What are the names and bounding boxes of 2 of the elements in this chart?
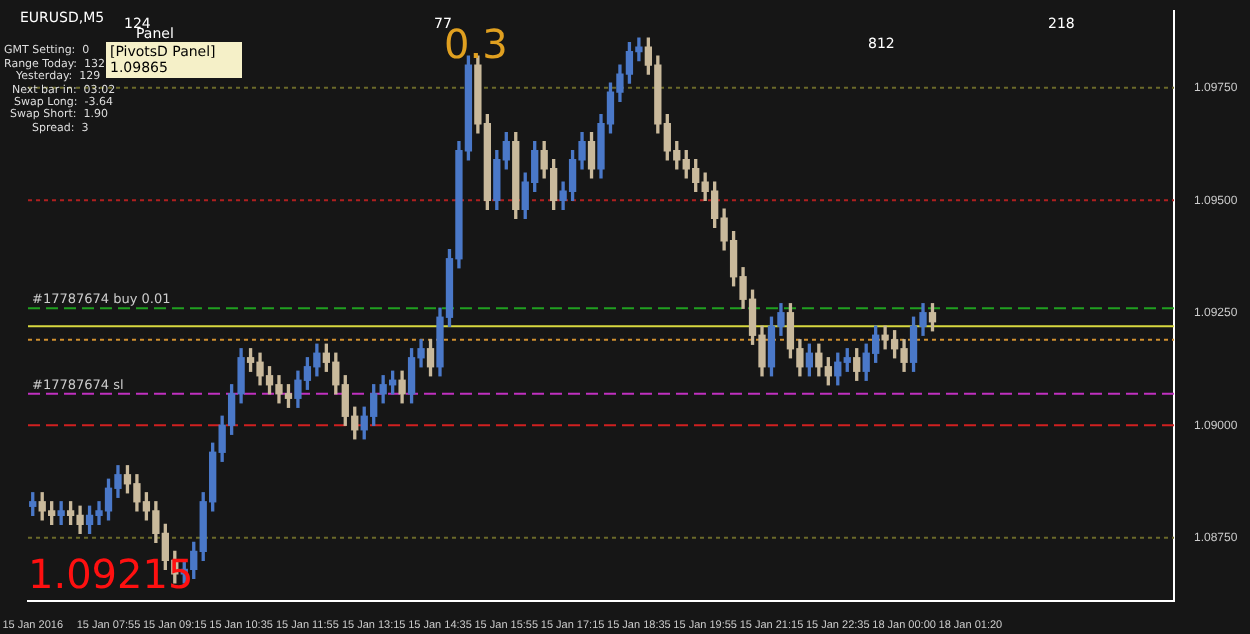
annotation: 1.09215 [28,550,194,599]
candlestick [57,501,65,525]
